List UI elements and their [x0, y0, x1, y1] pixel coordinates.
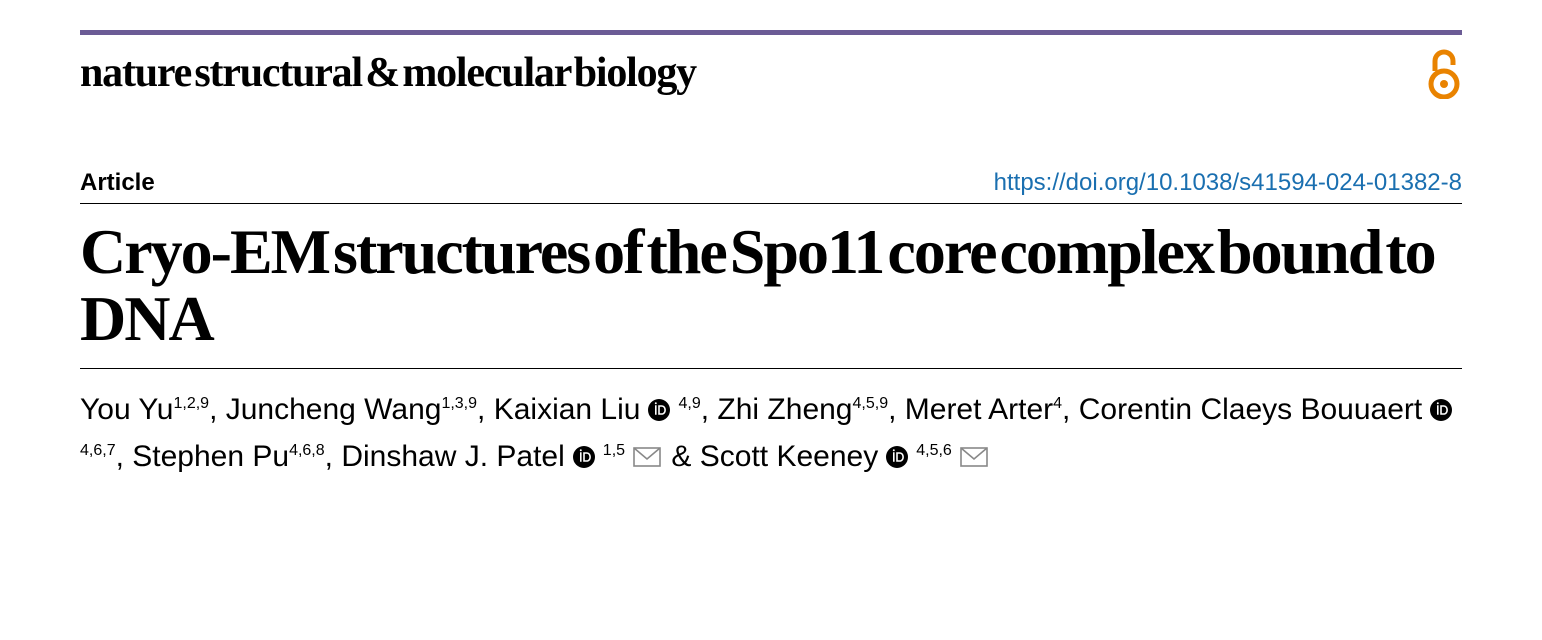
article-title: Cryo-EM structures of the Spo11 core com…: [80, 218, 1462, 369]
author-name: Juncheng Wang: [226, 393, 442, 426]
author-affil: 4,6,8: [289, 442, 325, 459]
author-affil: 4: [1053, 395, 1062, 412]
doi-link[interactable]: https://doi.org/10.1038/s41594-024-01382…: [994, 169, 1462, 197]
journal-name: nature structural & molecular biology: [80, 49, 696, 97]
top-rule: [80, 30, 1462, 35]
author-name: You Yu: [80, 393, 173, 426]
open-access-icon: [1426, 47, 1462, 99]
author-affil: 4,5,6: [916, 442, 952, 459]
author-affil: 1,2,9: [173, 395, 209, 412]
author: Dinshaw J. Patel 1,5: [341, 440, 663, 473]
author-name: Kaixian Liu: [494, 393, 641, 426]
author: Kaixian Liu 4,9: [494, 393, 701, 426]
author-name: Corentin Claeys Bouuaert: [1079, 393, 1423, 426]
author: Meret Arter4: [905, 393, 1062, 426]
journal-row: nature structural & molecular biology: [80, 47, 1462, 99]
author-affil: 1,5: [603, 442, 625, 459]
mail-icon[interactable]: [960, 435, 988, 455]
author: Scott Keeney 4,5,6: [700, 440, 990, 473]
author-name: Scott Keeney: [700, 440, 878, 473]
orcid-icon[interactable]: [886, 436, 908, 458]
author: Zhi Zheng4,5,9: [717, 393, 888, 426]
author-name: Meret Arter: [905, 393, 1053, 426]
author-name: Zhi Zheng: [717, 393, 852, 426]
author-affil: 4,5,9: [853, 395, 889, 412]
author-affil: 1,3,9: [441, 395, 477, 412]
orcid-icon[interactable]: [648, 389, 670, 411]
author: You Yu1,2,9: [80, 393, 209, 426]
author-affil: 4,9: [679, 395, 701, 412]
orcid-icon[interactable]: [573, 436, 595, 458]
author-name: Stephen Pu: [132, 440, 289, 473]
author-name: Dinshaw J. Patel: [341, 440, 564, 473]
author-affil: 4,6,7: [80, 442, 116, 459]
orcid-icon[interactable]: [1430, 389, 1452, 411]
article-header-row: Article https://doi.org/10.1038/s41594-0…: [80, 169, 1462, 204]
author-list: You Yu1,2,9, Juncheng Wang1,3,9, Kaixian…: [80, 387, 1462, 480]
article-type-label: Article: [80, 169, 155, 197]
author: Juncheng Wang1,3,9: [226, 393, 477, 426]
mail-icon[interactable]: [633, 435, 661, 455]
author: Stephen Pu4,6,8: [132, 440, 324, 473]
